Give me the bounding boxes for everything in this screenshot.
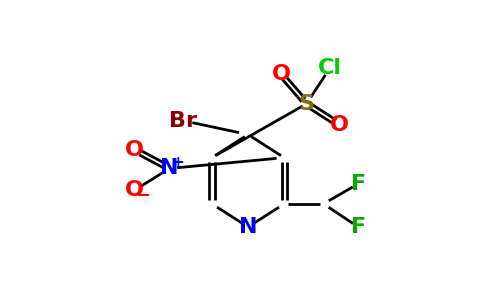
Text: O: O [330,115,348,134]
Text: +: + [172,155,184,170]
Text: N: N [160,158,179,178]
Text: O: O [125,140,144,160]
Text: N: N [239,217,257,237]
Text: S: S [299,94,315,114]
Text: −: − [135,187,150,205]
Text: O: O [125,180,144,200]
Text: Cl: Cl [318,58,342,78]
Text: Br: Br [169,111,197,131]
Text: O: O [272,64,291,85]
Text: F: F [350,174,366,194]
Text: F: F [350,217,366,237]
